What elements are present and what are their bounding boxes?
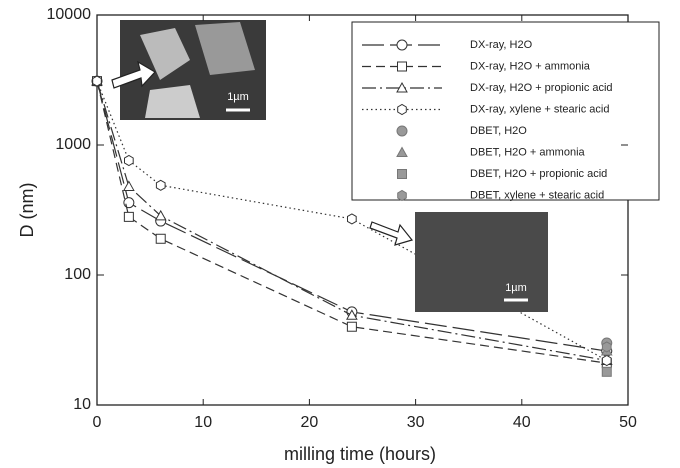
legend-label: DX-ray, H2O + ammonia (470, 60, 591, 72)
x-tick-label: 40 (513, 414, 531, 431)
y-axis-label: D (nm) (17, 183, 37, 238)
marker (347, 322, 356, 331)
legend-label: DX-ray, xylene + stearic acid (470, 103, 610, 115)
marker (156, 234, 165, 243)
x-tick-label: 50 (619, 414, 637, 431)
inset-2: 1µm (415, 212, 548, 312)
marker (124, 181, 134, 190)
legend-label: DBET, H2O + propionic acid (470, 168, 607, 180)
marker (397, 126, 407, 136)
marker (602, 356, 611, 366)
x-tick-label: 0 (93, 414, 102, 431)
marker (124, 198, 134, 208)
legend-label: DX-ray, H2O + propionic acid (470, 82, 613, 94)
y-tick-label: 10 (73, 396, 91, 413)
legend-label: DBET, xylene + stearic acid (470, 189, 604, 201)
marker (125, 156, 134, 166)
marker (398, 62, 407, 71)
y-tick-label: 10000 (47, 6, 92, 23)
legend-label: DBET, H2O + ammonia (470, 146, 586, 158)
x-tick-label: 10 (194, 414, 212, 431)
marker (602, 367, 611, 376)
marker (156, 180, 165, 190)
marker (397, 40, 407, 50)
marker (398, 170, 407, 179)
x-tick-label: 30 (407, 414, 425, 431)
inset-image (415, 212, 548, 312)
marker (602, 342, 611, 352)
x-tick-label: 20 (301, 414, 319, 431)
legend-label: DX-ray, H2O (470, 39, 533, 51)
arrow (370, 222, 412, 245)
chart: milling time (hours) D (nm) 1µm 1µm 0102… (0, 0, 680, 468)
marker (93, 76, 102, 86)
scale-label: 1µm (227, 91, 249, 103)
marker (348, 214, 357, 224)
y-tick-label: 1000 (55, 136, 91, 153)
scale-label: 1µm (505, 282, 527, 294)
marker (124, 212, 133, 221)
legend-label: DBET, H2O (470, 125, 527, 137)
marker (398, 191, 407, 201)
x-axis-label: milling time (hours) (284, 444, 436, 464)
y-tick-label: 100 (64, 266, 91, 283)
marker (398, 105, 407, 115)
